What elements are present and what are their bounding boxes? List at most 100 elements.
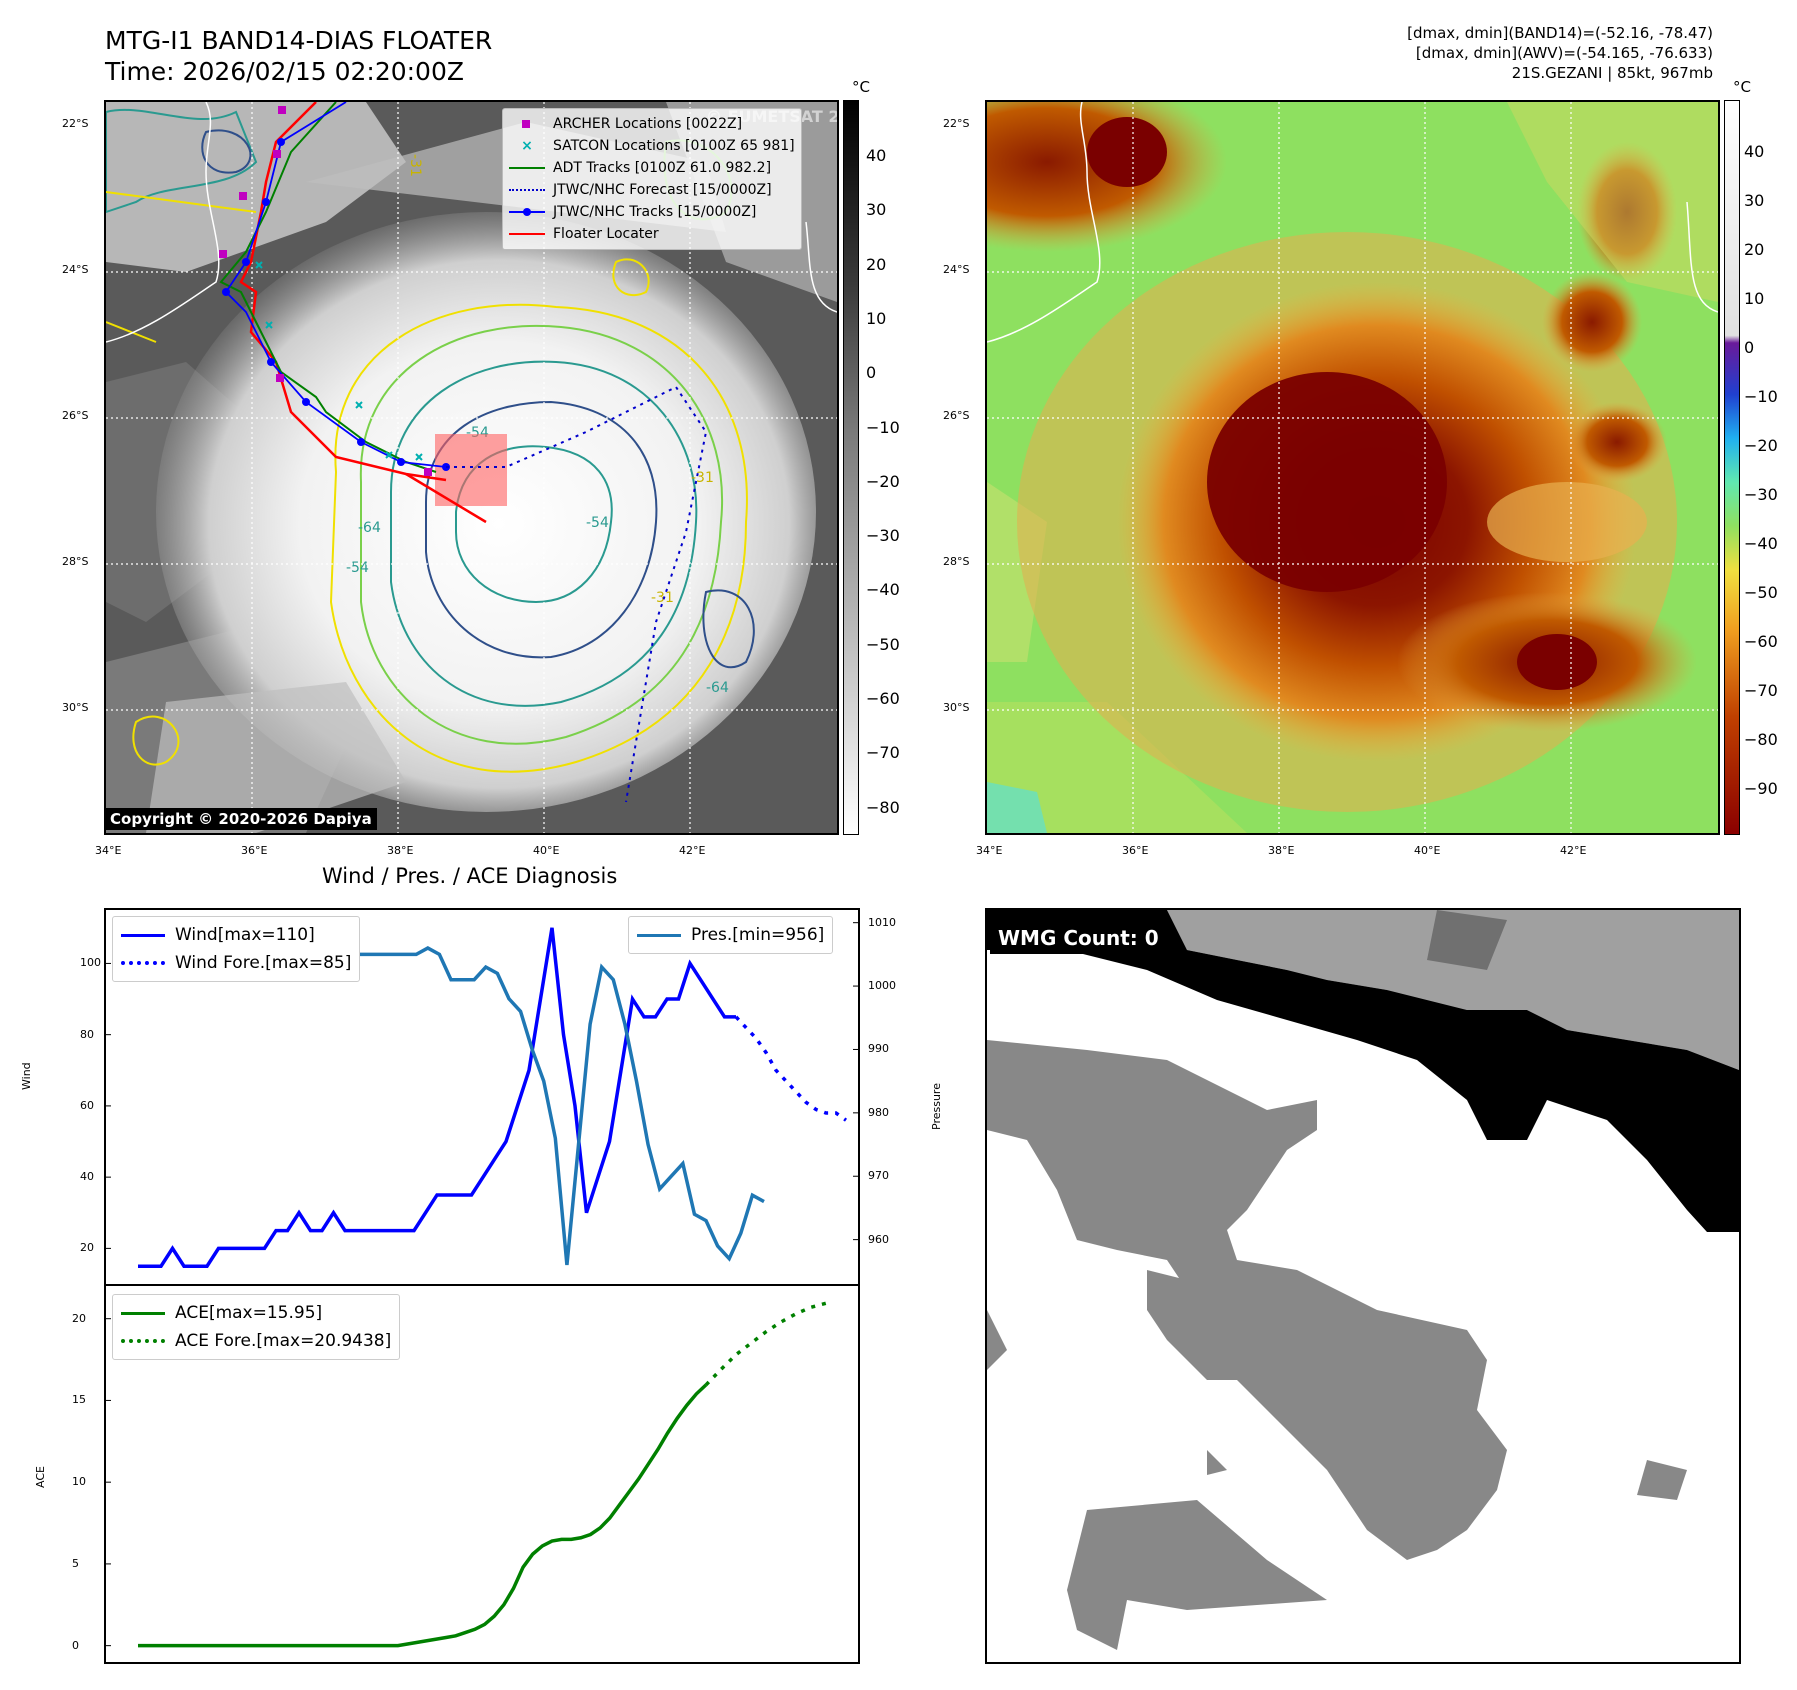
colorbar-tick: −10 — [1744, 387, 1778, 406]
awv-coastline — [987, 102, 1101, 343]
pressure-tick: 960 — [868, 1232, 889, 1246]
legend-archer: ARCHER Locations [0022Z] — [509, 113, 795, 135]
colorbar-tick: −40 — [866, 580, 900, 600]
wind-axis-label: Wind — [20, 1062, 33, 1090]
dotted-line-icon — [121, 1334, 165, 1348]
wind-line — [138, 927, 736, 1268]
colorbar-tick: −40 — [1744, 534, 1778, 553]
legend-floater: Floater Locater — [509, 223, 795, 245]
colorbar-tick: −30 — [1744, 485, 1778, 504]
legend-ace-forecast: ACE Fore.[max=20.9438] — [121, 1327, 391, 1355]
wmg-region-gray-south — [1067, 1500, 1327, 1650]
copyright-label: Copyright © 2020-2026 Dapiya — [105, 808, 377, 830]
lat-label: 28°S — [943, 555, 970, 568]
lat-label: 22°S — [62, 117, 89, 130]
contour-label: -64 — [358, 520, 381, 536]
archer-markers — [219, 106, 432, 476]
solid-line-icon — [121, 1306, 165, 1320]
ace-axis-label: ACE — [34, 1466, 47, 1488]
pressure-axis-label: Pressure — [930, 1083, 943, 1130]
colorbar-tick: −20 — [1744, 436, 1778, 455]
lat-label: 30°S — [943, 701, 970, 714]
contour-label: -31 — [651, 590, 674, 606]
satcon-markers — [255, 261, 423, 461]
colorbar-tick: −70 — [1744, 681, 1778, 700]
dotted-line-icon — [121, 956, 165, 970]
right-colorbar — [1724, 100, 1740, 835]
colorbar-tick: 30 — [866, 200, 887, 220]
lat-label: 26°S — [62, 409, 89, 422]
legend-ace: ACE[max=15.95] — [121, 1299, 391, 1327]
ace-tick: 15 — [72, 1393, 86, 1407]
x-marker-icon: × — [521, 138, 533, 154]
band14-range: [dmax, dmin](BAND14)=(-52.16, -78.47) — [1407, 24, 1713, 42]
colorbar-tick: 20 — [866, 254, 887, 274]
floater-track — [239, 102, 447, 482]
dotted-line-icon — [509, 183, 545, 197]
storm-info: 21S.GEZANI | 85kt, 967mb — [1511, 64, 1713, 82]
colorbar-tick: −80 — [1744, 730, 1778, 749]
pressure-tick: 990 — [868, 1042, 889, 1056]
awv-map-panel — [985, 100, 1720, 835]
solid-line-icon — [637, 928, 681, 942]
lon-label: 38°E — [387, 844, 414, 857]
pressure-tick: 970 — [868, 1169, 889, 1183]
pressure-legend: Pres.[min=956] — [628, 916, 834, 954]
diagnosis-title: Wind / Pres. / ACE Diagnosis — [322, 864, 618, 888]
awv-range: [dmax, dmin](AWV)=(-54.165, -76.633) — [1415, 44, 1713, 62]
legend-satcon: × SATCON Locations [0100Z 65 981] — [509, 135, 795, 157]
ace-line — [138, 1383, 708, 1648]
colorbar-tick: −60 — [866, 689, 900, 708]
left-colorbar — [843, 100, 859, 835]
contour-label: -64 — [706, 680, 729, 696]
colorbar-tick: −30 — [866, 526, 900, 546]
wind-tick: 100 — [80, 956, 101, 970]
wmg-region-mid — [1427, 910, 1507, 970]
pressure-tick: 1010 — [868, 915, 896, 929]
wmg-map — [987, 910, 1739, 1650]
figure-title: MTG-I1 BAND14-DIAS FLOATER — [105, 26, 493, 55]
ace-legend: ACE[max=15.95] ACE Fore.[max=20.9438] — [112, 1294, 401, 1360]
legend-jtwc-tracks: JTWC/NHC Tracks [15/0000Z] — [509, 201, 795, 223]
colorbar-tick: 20 — [1744, 240, 1765, 259]
pressure-tick: 1000 — [868, 979, 896, 993]
colorbar-tick: −10 — [866, 417, 900, 437]
awv-map — [987, 102, 1718, 833]
awv-coastline-east — [1686, 201, 1718, 313]
ace-chart — [106, 1301, 827, 1648]
map-legend: ARCHER Locations [0022Z] × SATCON Locati… — [502, 108, 802, 250]
lon-label: 34°E — [95, 844, 122, 857]
colorbar-tick: −80 — [866, 797, 900, 817]
dot-line-icon — [509, 205, 545, 219]
jtwc-track-points — [222, 138, 450, 471]
wind-tick: 40 — [80, 1170, 94, 1184]
wind-tick: 80 — [80, 1027, 94, 1041]
wind-tick: 20 — [80, 1241, 94, 1255]
figure-time: Time: 2026/02/15 02:20:00Z — [105, 57, 464, 86]
legend-pressure: Pres.[min=956] — [637, 921, 824, 949]
coastline — [106, 102, 220, 343]
contour-label: -31 — [691, 470, 714, 486]
ace-tick: 10 — [72, 1475, 86, 1489]
colorbar-tick: −70 — [866, 743, 900, 763]
lon-label: 36°E — [241, 844, 268, 857]
right-colorbar-unit: °C — [1733, 78, 1751, 96]
legend-wind-forecast: Wind Fore.[max=85] — [121, 949, 351, 977]
lon-label: 42°E — [1560, 844, 1587, 857]
solid-line-icon — [121, 928, 165, 942]
lat-label: 30°S — [62, 701, 89, 714]
colorbar-tick: −50 — [1744, 583, 1778, 602]
wind-legend: Wind[max=110] Wind Fore.[max=85] — [112, 916, 361, 982]
legend-wind: Wind[max=110] — [121, 921, 351, 949]
colorbar-tick: 0 — [1744, 338, 1755, 357]
left-colorbar-unit: °C — [852, 78, 870, 96]
lon-label: 36°E — [1122, 844, 1149, 857]
adt-track — [219, 102, 437, 473]
solid-line-icon — [509, 227, 545, 241]
wind-tick: 60 — [80, 1098, 94, 1112]
colorbar-tick: −50 — [866, 634, 900, 654]
contour-label: -54 — [586, 515, 609, 531]
lon-label: 38°E — [1268, 844, 1295, 857]
wmg-count-label: WMG Count: 0 — [990, 922, 1167, 954]
lat-label: 24°S — [943, 263, 970, 276]
